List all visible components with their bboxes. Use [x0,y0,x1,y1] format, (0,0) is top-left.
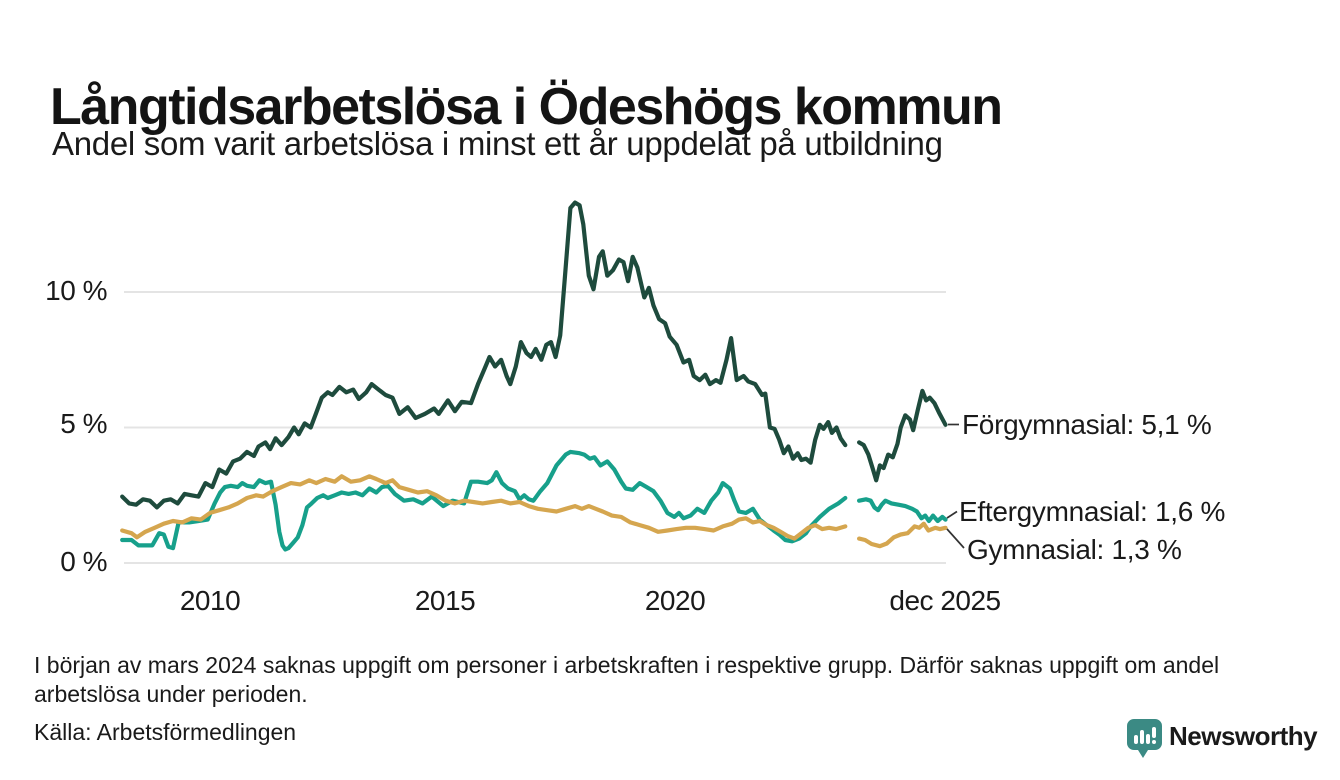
series-label-eftergymnasial: Eftergymnasial: 1,6 % [959,496,1226,527]
line-gymnasial [856,521,948,549]
line-eftergymnasial [120,449,848,552]
leader-eftergymnasial [946,510,958,519]
y-tick-10: 10 % [45,275,107,306]
footnote: I början av mars 2024 saknas uppgift om … [34,652,1220,708]
chart-subtitle: Andel som varit arbetslösa i minst ett å… [52,125,943,162]
line-gymnasial [120,474,848,541]
gridlines [124,291,946,564]
y-tick-5: 5 % [60,408,107,439]
x-tick-2010: 2010 [179,585,241,616]
page-title: Långtidsarbetslösa i Ödeshögs kommun [50,77,1003,136]
newsworthy-pin-icon [1127,718,1162,763]
leader-lines [946,423,965,549]
series-label-forgymnasial: Förgymnasial: 5,1 % [962,409,1212,440]
series-eftergymnasial [120,449,948,552]
line-förgymnasial [120,200,848,510]
line-förgymnasial [856,388,948,483]
series-forgymnasial [120,200,948,510]
newsworthy-logo[interactable]: Newsworthy [1127,718,1318,763]
newsworthy-logo-text: Newsworthy [1169,721,1318,751]
x-tick-dec-2025: dec 2025 [889,585,1001,616]
y-tick-0: 0 % [60,546,107,577]
x-tick-2015: 2015 [414,585,476,616]
series-gymnasial [120,474,948,549]
line-eftergymnasial [856,497,948,524]
series-label-gymnasial: Gymnasial: 1,3 % [967,534,1182,565]
source-label: Källa: Arbetsförmedlingen [34,719,297,745]
leader-gymnasial [946,528,965,549]
x-tick-2020: 2020 [644,585,706,616]
